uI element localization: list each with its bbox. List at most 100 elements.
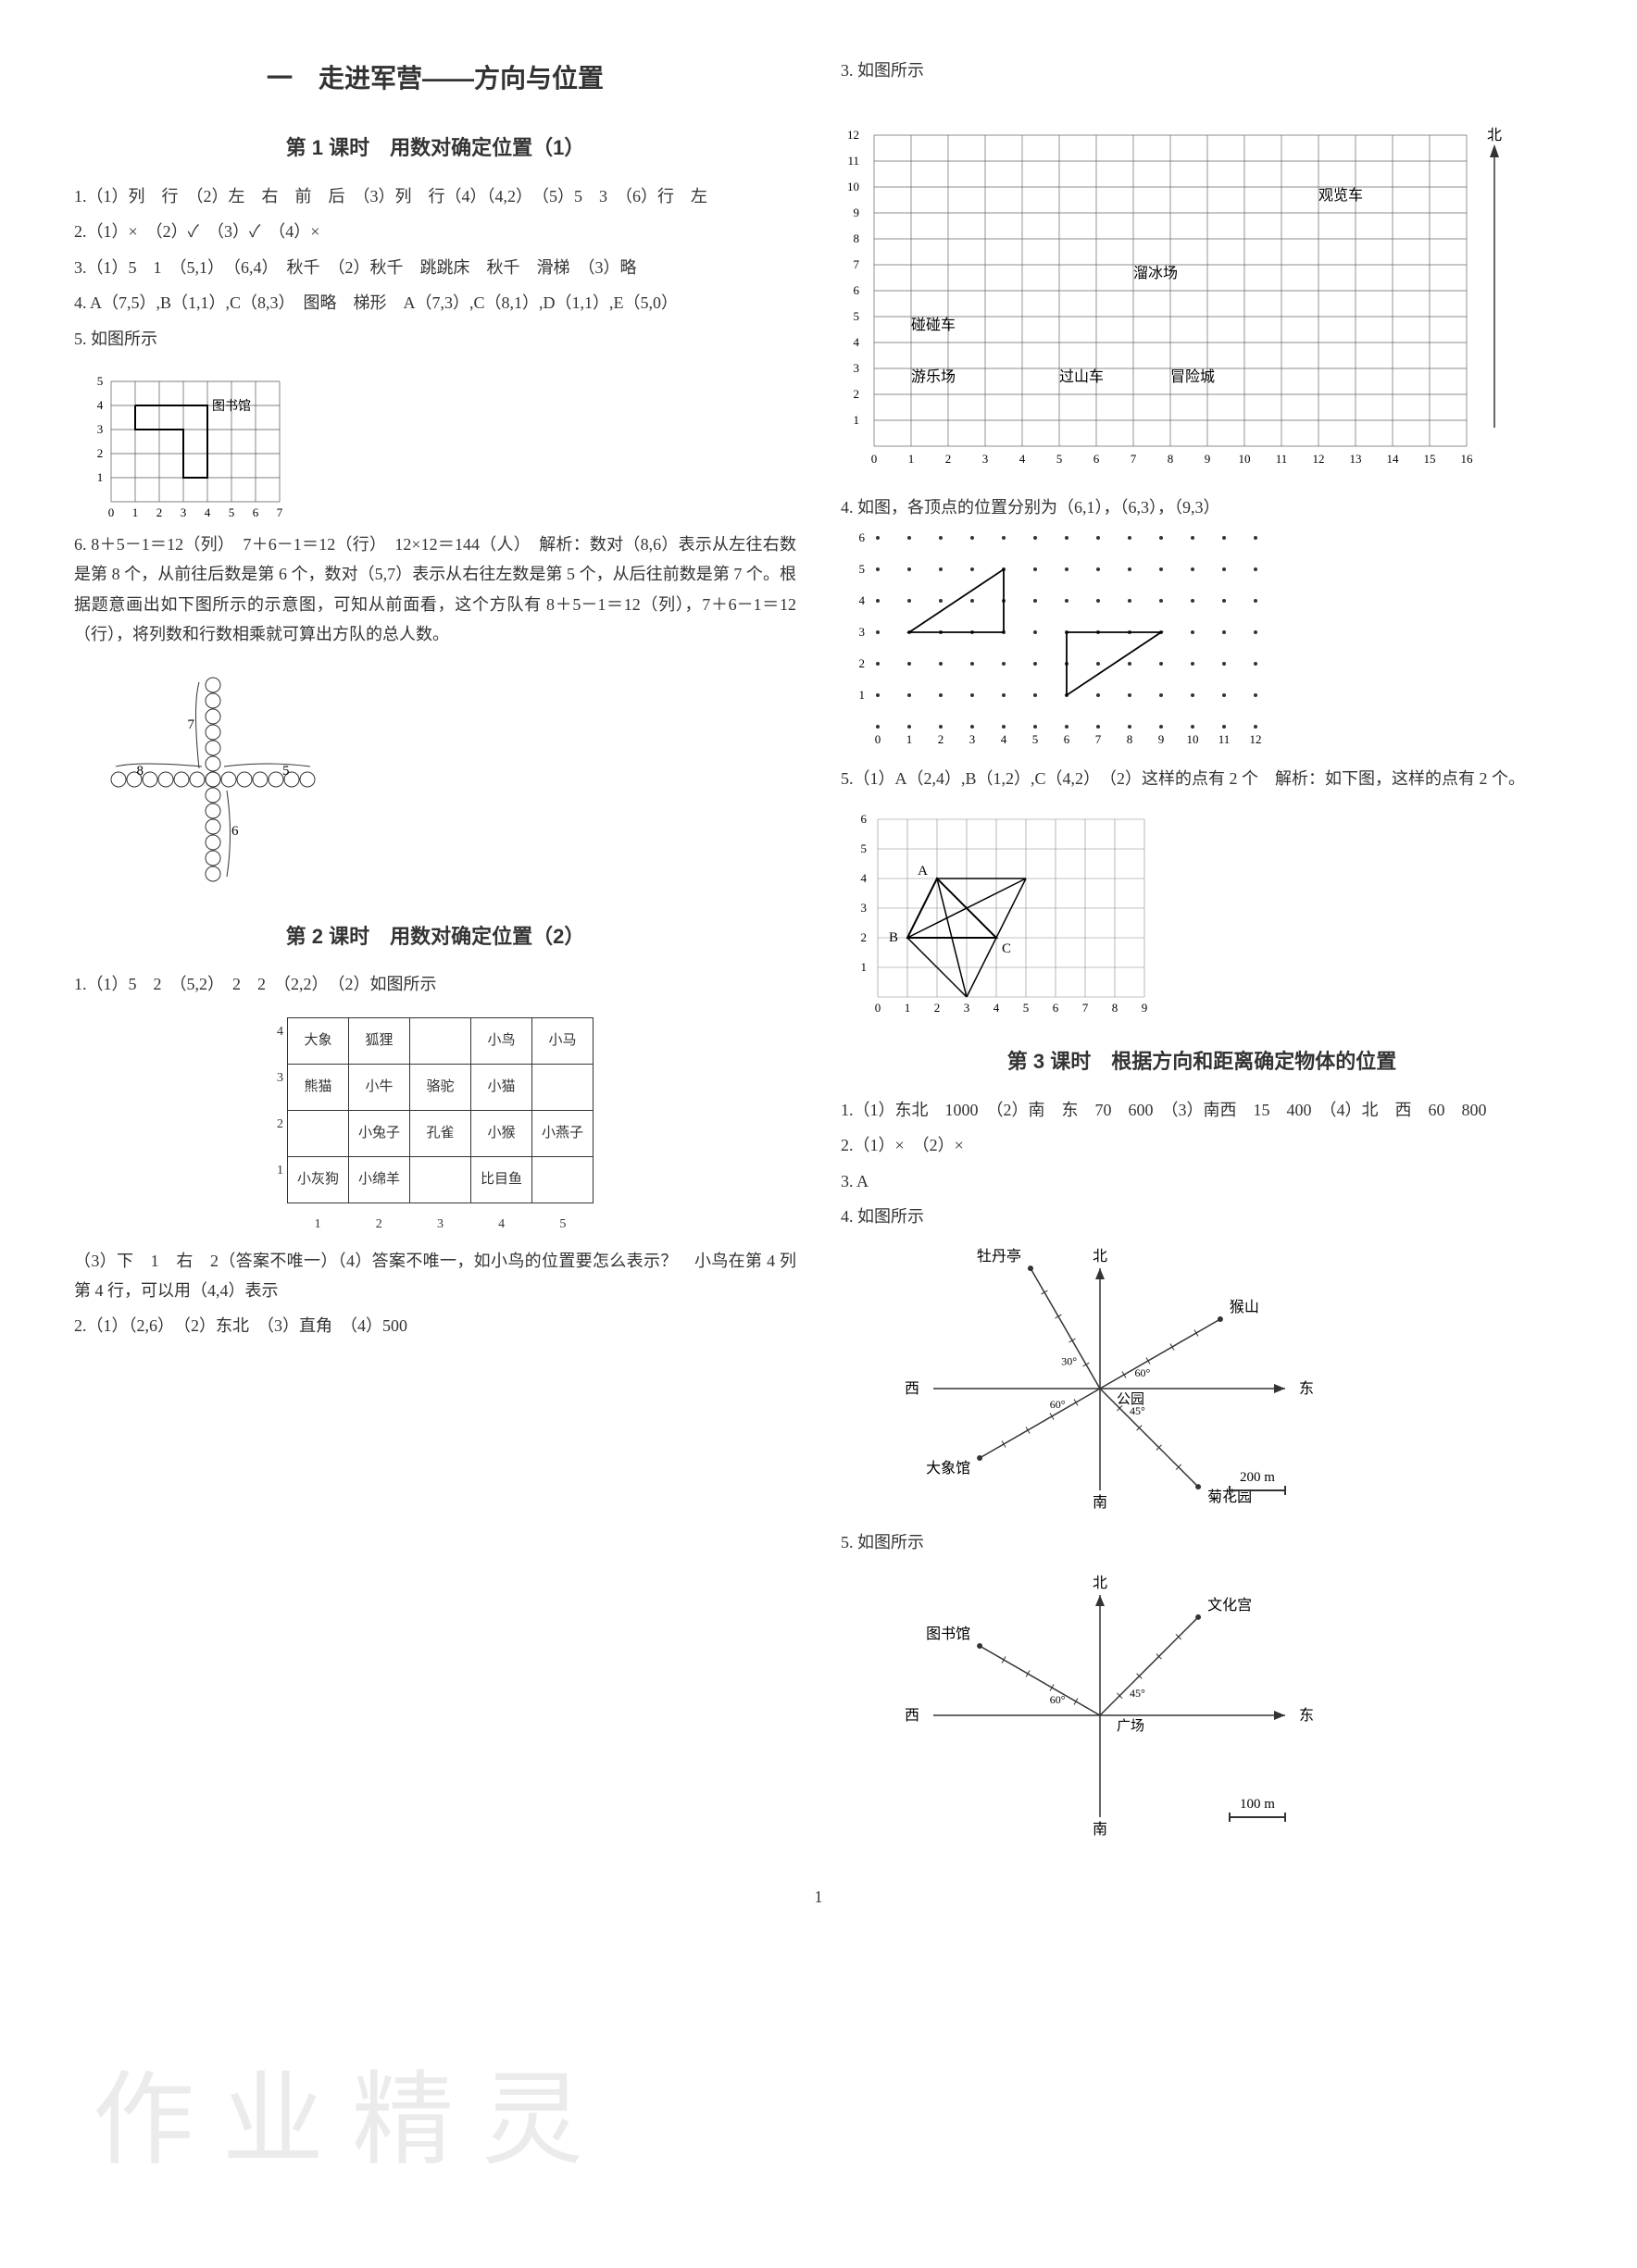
svg-text:9: 9	[1158, 732, 1165, 746]
svg-text:15: 15	[1424, 452, 1436, 466]
l1-q4: 4. A（7,5）,B（1,1）,C（8,3） 图略 梯形 A（7,3）,C（8…	[74, 288, 796, 318]
svg-text:2: 2	[938, 732, 944, 746]
svg-text:2: 2	[945, 452, 952, 466]
l2-q4: 4. 如图，各顶点的位置分别为（6,1），（6,3），（9,3）	[841, 492, 1563, 522]
chapter-title: 一 走进军营——方向与位置	[74, 56, 796, 102]
table-cell: 孔雀	[410, 1111, 471, 1157]
table-cell: 小鸟	[471, 1018, 532, 1065]
svg-text:5: 5	[861, 841, 868, 855]
lesson2-title: 第 2 课时 用数对确定位置（2）	[74, 918, 796, 955]
table-cell: 狐狸	[349, 1018, 410, 1065]
svg-text:5: 5	[1056, 452, 1063, 466]
svg-text:冒险城: 冒险城	[1170, 368, 1215, 385]
svg-text:游乐场: 游乐场	[911, 368, 956, 385]
svg-text:12: 12	[847, 128, 859, 142]
lesson1-title: 第 1 课时 用数对确定位置（1）	[74, 130, 796, 167]
svg-text:16: 16	[1461, 452, 1474, 466]
ylabel: 1	[277, 1159, 283, 1182]
svg-text:3: 3	[859, 625, 866, 639]
svg-text:60°: 60°	[1134, 1366, 1150, 1379]
svg-text:4: 4	[97, 398, 104, 412]
svg-text:3: 3	[854, 361, 860, 375]
l1-q6-figure: 7856	[74, 659, 796, 900]
svg-text:5: 5	[859, 562, 866, 576]
svg-text:6: 6	[1093, 452, 1100, 466]
svg-text:6: 6	[1064, 732, 1070, 746]
table-cell: 大象	[288, 1018, 349, 1065]
l3-q1: 1.（1）东北 1000 （2）南 东 70 600 （3）南西 15 400 …	[841, 1095, 1563, 1125]
svg-text:0: 0	[871, 452, 878, 466]
svg-text:7: 7	[277, 505, 283, 519]
svg-text:南: 南	[1093, 1821, 1107, 1838]
svg-text:5: 5	[1032, 732, 1039, 746]
svg-text:100 m: 100 m	[1240, 1797, 1275, 1812]
svg-text:14: 14	[1387, 452, 1400, 466]
svg-text:11: 11	[847, 154, 859, 168]
svg-text:C: C	[1002, 941, 1011, 956]
svg-text:过山车: 过山车	[1059, 368, 1104, 385]
svg-text:0: 0	[875, 1001, 881, 1015]
svg-text:图书馆: 图书馆	[926, 1626, 970, 1642]
svg-text:2: 2	[156, 505, 163, 519]
svg-text:3: 3	[982, 452, 989, 466]
svg-text:1: 1	[908, 452, 915, 466]
l2-q5-figure: 0123456789123456ABC	[841, 803, 1563, 1025]
table-cell: 骆驼	[410, 1065, 471, 1111]
svg-text:45°: 45°	[1130, 1687, 1145, 1700]
svg-text:3: 3	[97, 422, 104, 436]
svg-text:8: 8	[1127, 732, 1133, 746]
svg-text:5: 5	[97, 374, 104, 388]
lesson3-title: 第 3 课时 根据方向和距离确定物体的位置	[841, 1043, 1563, 1080]
svg-text:图书馆: 图书馆	[212, 399, 251, 414]
svg-text:5: 5	[229, 505, 235, 519]
svg-text:4: 4	[859, 593, 866, 607]
svg-text:12: 12	[1250, 732, 1262, 746]
svg-text:7: 7	[854, 257, 860, 271]
xlabel: 5	[559, 1213, 566, 1236]
svg-text:9: 9	[854, 206, 860, 219]
l2-q1b: （3）下 1 右 2（答案不唯一）（4）答案不唯一，如小鸟的位置要怎么表示？ 小…	[74, 1246, 796, 1306]
svg-text:牡丹亭: 牡丹亭	[977, 1248, 1021, 1265]
svg-text:0: 0	[875, 732, 881, 746]
l3-q3: 3. A	[841, 1166, 1563, 1196]
svg-text:6: 6	[854, 283, 860, 297]
svg-text:6: 6	[1053, 1001, 1059, 1015]
svg-text:3: 3	[181, 505, 187, 519]
table-cell: 小猫	[471, 1065, 532, 1111]
l3-q5-figure: 北东南西广场文化宫45°图书馆60°100 m	[841, 1567, 1563, 1845]
svg-text:9: 9	[1142, 1001, 1148, 1015]
svg-text:8: 8	[1112, 1001, 1118, 1015]
svg-text:观览车: 观览车	[1318, 187, 1363, 204]
svg-text:7: 7	[1082, 1001, 1089, 1015]
svg-text:45°: 45°	[1130, 1404, 1145, 1417]
svg-text:南: 南	[1093, 1494, 1107, 1511]
svg-text:6: 6	[861, 812, 868, 826]
l1-q2: 2.（1）× （2）✓ （3）✓ （4）×	[74, 217, 796, 246]
svg-text:2: 2	[97, 446, 104, 460]
svg-text:8: 8	[854, 231, 860, 245]
ylabel: 4	[277, 1020, 283, 1043]
svg-text:0: 0	[108, 505, 115, 519]
svg-text:A: A	[918, 864, 928, 879]
svg-text:13: 13	[1350, 452, 1362, 466]
table-cell: 小猴	[471, 1111, 532, 1157]
l1-q6: 6. 8＋5－1＝12（列） 7＋6－1＝12（行） 12×12＝144（人） …	[74, 530, 796, 650]
svg-text:30°: 30°	[1061, 1355, 1077, 1368]
svg-text:1: 1	[906, 732, 913, 746]
svg-text:4: 4	[854, 335, 860, 349]
svg-text:猴山: 猴山	[1230, 1299, 1259, 1315]
l1-q5-intro: 5. 如图所示	[74, 324, 796, 354]
svg-text:10: 10	[847, 180, 859, 193]
l3-q2: 2.（1）× （2）×	[841, 1130, 1563, 1160]
table-cell: 小绵羊	[349, 1157, 410, 1203]
svg-text:1: 1	[861, 960, 868, 974]
svg-text:7: 7	[1095, 732, 1102, 746]
svg-text:7: 7	[1131, 452, 1137, 466]
table-cell: 小马	[532, 1018, 594, 1065]
ylabel: 2	[277, 1113, 283, 1136]
svg-text:4: 4	[205, 505, 211, 519]
svg-text:1: 1	[97, 470, 104, 484]
table-cell	[532, 1157, 594, 1203]
xlabel: 3	[437, 1213, 444, 1236]
table-cell	[288, 1111, 349, 1157]
